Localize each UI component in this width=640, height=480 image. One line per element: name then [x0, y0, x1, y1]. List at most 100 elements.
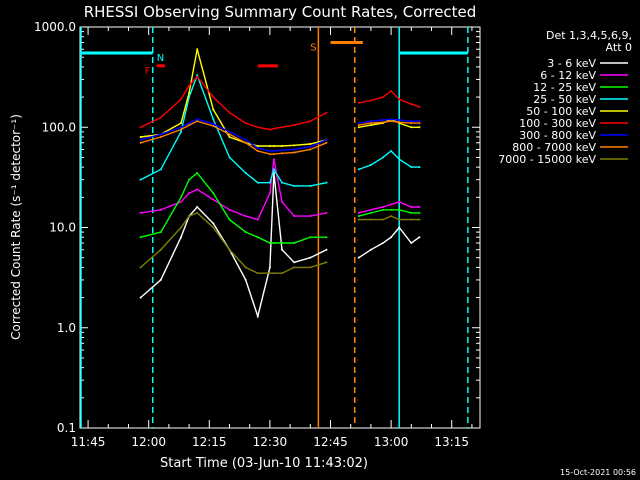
data-point — [418, 120, 421, 123]
data-point — [139, 178, 142, 181]
data-point — [272, 158, 275, 161]
data-point — [309, 145, 312, 148]
flag-label: S — [310, 43, 316, 54]
legend-label: 50 - 100 keV — [526, 105, 596, 118]
data-point — [196, 211, 199, 214]
data-point — [159, 133, 162, 136]
data-point — [390, 215, 393, 218]
data-point — [357, 256, 360, 259]
data-point — [180, 122, 183, 125]
data-point — [281, 272, 284, 275]
data-point — [188, 91, 191, 94]
data-point — [357, 101, 360, 104]
data-point — [293, 144, 296, 147]
data-point — [369, 248, 372, 251]
data-point — [228, 111, 231, 114]
data-point — [398, 218, 401, 221]
data-point — [139, 126, 142, 129]
data-point — [268, 181, 271, 184]
data-point — [212, 226, 215, 229]
data-point — [398, 98, 401, 101]
data-point — [244, 266, 247, 269]
data-point — [268, 153, 271, 156]
flag-label: N — [157, 53, 164, 64]
data-point — [293, 261, 296, 264]
data-point — [369, 211, 372, 214]
data-point — [139, 141, 142, 144]
data-point — [293, 215, 296, 218]
data-point — [256, 272, 259, 275]
data-point — [180, 130, 183, 133]
legend-label: 100 - 300 keV — [519, 117, 596, 130]
data-point — [256, 145, 259, 148]
data-point — [390, 118, 393, 121]
data-point — [369, 122, 372, 125]
legend-label: 7000 - 15000 keV — [498, 153, 596, 166]
x-tick-label: 13:00 — [374, 435, 409, 449]
data-point — [357, 168, 360, 171]
data-point — [410, 211, 413, 214]
plot-area: 0.1 1.0 10.0 100.0 1000.0 11:45 12:00 12:15 12:3… — [34, 20, 481, 449]
data-point — [228, 248, 231, 251]
legend-header-line-1: Det 1,3,4,5,6,9, — [546, 29, 632, 42]
data-point — [418, 218, 421, 221]
data-point — [139, 236, 142, 239]
data-point — [188, 178, 191, 181]
data-point — [325, 248, 328, 251]
data-point — [325, 236, 328, 239]
data-point — [382, 208, 385, 211]
x-tick-label: 12:30 — [253, 435, 288, 449]
data-point — [228, 135, 231, 138]
data-point — [244, 122, 247, 125]
data-point — [410, 126, 413, 129]
data-point — [398, 226, 401, 229]
data-point — [228, 208, 231, 211]
data-point — [398, 200, 401, 203]
data-point — [281, 181, 284, 184]
data-point — [390, 149, 393, 152]
data-point — [369, 218, 372, 221]
data-point — [244, 171, 247, 174]
data-point — [180, 226, 183, 229]
data-point — [293, 151, 296, 154]
data-point — [418, 236, 421, 239]
data-point — [256, 236, 259, 239]
data-point — [410, 206, 413, 209]
data-point — [188, 215, 191, 218]
data-point — [357, 126, 360, 129]
data-point — [212, 118, 215, 121]
data-point — [418, 211, 421, 214]
data-point — [256, 315, 259, 318]
data-point — [159, 116, 162, 119]
flag-label: F — [145, 66, 151, 77]
data-point — [228, 156, 231, 159]
x-tick-label: 11:45 — [71, 435, 106, 449]
data-point — [256, 126, 259, 129]
data-point — [410, 242, 413, 245]
data-point — [293, 184, 296, 187]
data-point — [180, 200, 183, 203]
data-point — [244, 231, 247, 234]
data-point — [212, 124, 215, 127]
data-point — [212, 108, 215, 111]
data-point — [159, 168, 162, 171]
data-point — [268, 266, 271, 269]
data-point — [188, 124, 191, 127]
data-point — [196, 48, 199, 51]
data-point — [196, 118, 199, 121]
data-point — [357, 122, 360, 125]
data-point — [390, 89, 393, 92]
data-point — [212, 192, 215, 195]
data-point — [281, 248, 284, 251]
data-point — [139, 138, 142, 141]
data-point — [309, 236, 312, 239]
data-point — [180, 98, 183, 101]
data-point — [272, 145, 275, 148]
data-point — [418, 122, 421, 125]
data-point — [196, 206, 199, 209]
data-point — [256, 181, 259, 184]
data-point — [159, 231, 162, 234]
data-point — [272, 272, 275, 275]
data-point — [390, 203, 393, 206]
